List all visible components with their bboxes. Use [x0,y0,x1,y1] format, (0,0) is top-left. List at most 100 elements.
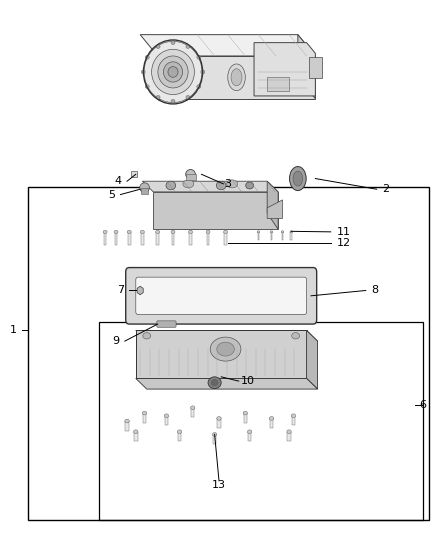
Ellipse shape [164,414,169,418]
Bar [309,57,322,78]
Ellipse shape [125,419,129,423]
Ellipse shape [171,230,175,233]
Polygon shape [136,330,318,341]
Polygon shape [267,200,283,219]
Text: 3: 3 [224,179,231,189]
Ellipse shape [281,231,284,233]
Ellipse shape [227,180,237,188]
Ellipse shape [257,231,260,233]
Ellipse shape [231,69,242,86]
Polygon shape [254,43,315,96]
Ellipse shape [141,70,145,74]
Bar [115,232,117,245]
Ellipse shape [188,230,193,233]
Ellipse shape [177,430,182,434]
Ellipse shape [228,64,245,91]
Ellipse shape [287,430,291,434]
Ellipse shape [114,230,118,233]
Text: 4: 4 [115,176,122,186]
Ellipse shape [247,430,252,434]
Ellipse shape [134,430,138,434]
Ellipse shape [166,181,176,190]
Bar [165,416,168,425]
Bar [186,174,196,180]
Ellipse shape [197,55,201,59]
Text: 5: 5 [108,190,115,199]
Ellipse shape [212,433,217,436]
Ellipse shape [171,100,175,103]
Bar [271,232,272,240]
Ellipse shape [156,230,159,233]
Ellipse shape [208,377,221,389]
Ellipse shape [290,166,306,191]
Ellipse shape [293,171,303,186]
Ellipse shape [156,95,160,99]
Polygon shape [136,378,318,389]
FancyBboxPatch shape [157,321,176,327]
Polygon shape [142,181,278,192]
Bar [134,432,138,441]
Ellipse shape [152,50,194,95]
Ellipse shape [186,95,190,99]
Ellipse shape [269,417,274,420]
Ellipse shape [246,182,254,189]
Bar [258,232,259,240]
Ellipse shape [186,45,190,49]
Bar [224,232,227,245]
Bar [248,432,251,441]
Polygon shape [136,330,307,378]
Bar [141,232,144,245]
Polygon shape [267,181,278,229]
Polygon shape [298,35,315,99]
Ellipse shape [127,230,131,233]
Bar [141,188,148,194]
Ellipse shape [217,342,234,356]
Ellipse shape [292,333,300,339]
Ellipse shape [201,70,205,74]
FancyBboxPatch shape [126,268,317,324]
Ellipse shape [168,67,178,77]
Ellipse shape [223,230,228,233]
Bar [28,187,429,520]
Bar [125,421,129,431]
Ellipse shape [143,333,151,339]
Text: 12: 12 [337,238,351,247]
Polygon shape [307,330,318,389]
Ellipse shape [216,181,226,190]
Ellipse shape [186,169,195,179]
Ellipse shape [145,85,149,88]
Bar [172,232,174,245]
Polygon shape [140,35,315,56]
Ellipse shape [217,417,221,420]
Text: 2: 2 [382,184,389,194]
Text: 6: 6 [419,400,426,410]
Bar [131,171,137,177]
Ellipse shape [156,45,160,49]
Bar [270,418,273,428]
Bar [104,232,106,245]
Bar [282,232,283,240]
Text: 13: 13 [212,480,226,490]
Bar [207,232,209,245]
Text: 10: 10 [240,376,254,386]
Ellipse shape [140,183,149,192]
Bar [128,232,131,245]
Bar [213,434,216,444]
Ellipse shape [158,56,188,88]
Polygon shape [158,56,315,99]
Bar [99,322,423,520]
Ellipse shape [211,379,218,386]
Text: 9: 9 [113,336,120,346]
Bar [143,413,146,423]
Ellipse shape [140,230,144,233]
Bar [156,232,159,245]
Ellipse shape [171,41,175,45]
Polygon shape [137,286,143,295]
Ellipse shape [197,85,201,88]
Bar [178,432,181,441]
Ellipse shape [142,411,147,415]
Polygon shape [153,192,278,229]
Bar [244,413,247,423]
FancyBboxPatch shape [136,277,307,314]
Ellipse shape [145,55,149,59]
